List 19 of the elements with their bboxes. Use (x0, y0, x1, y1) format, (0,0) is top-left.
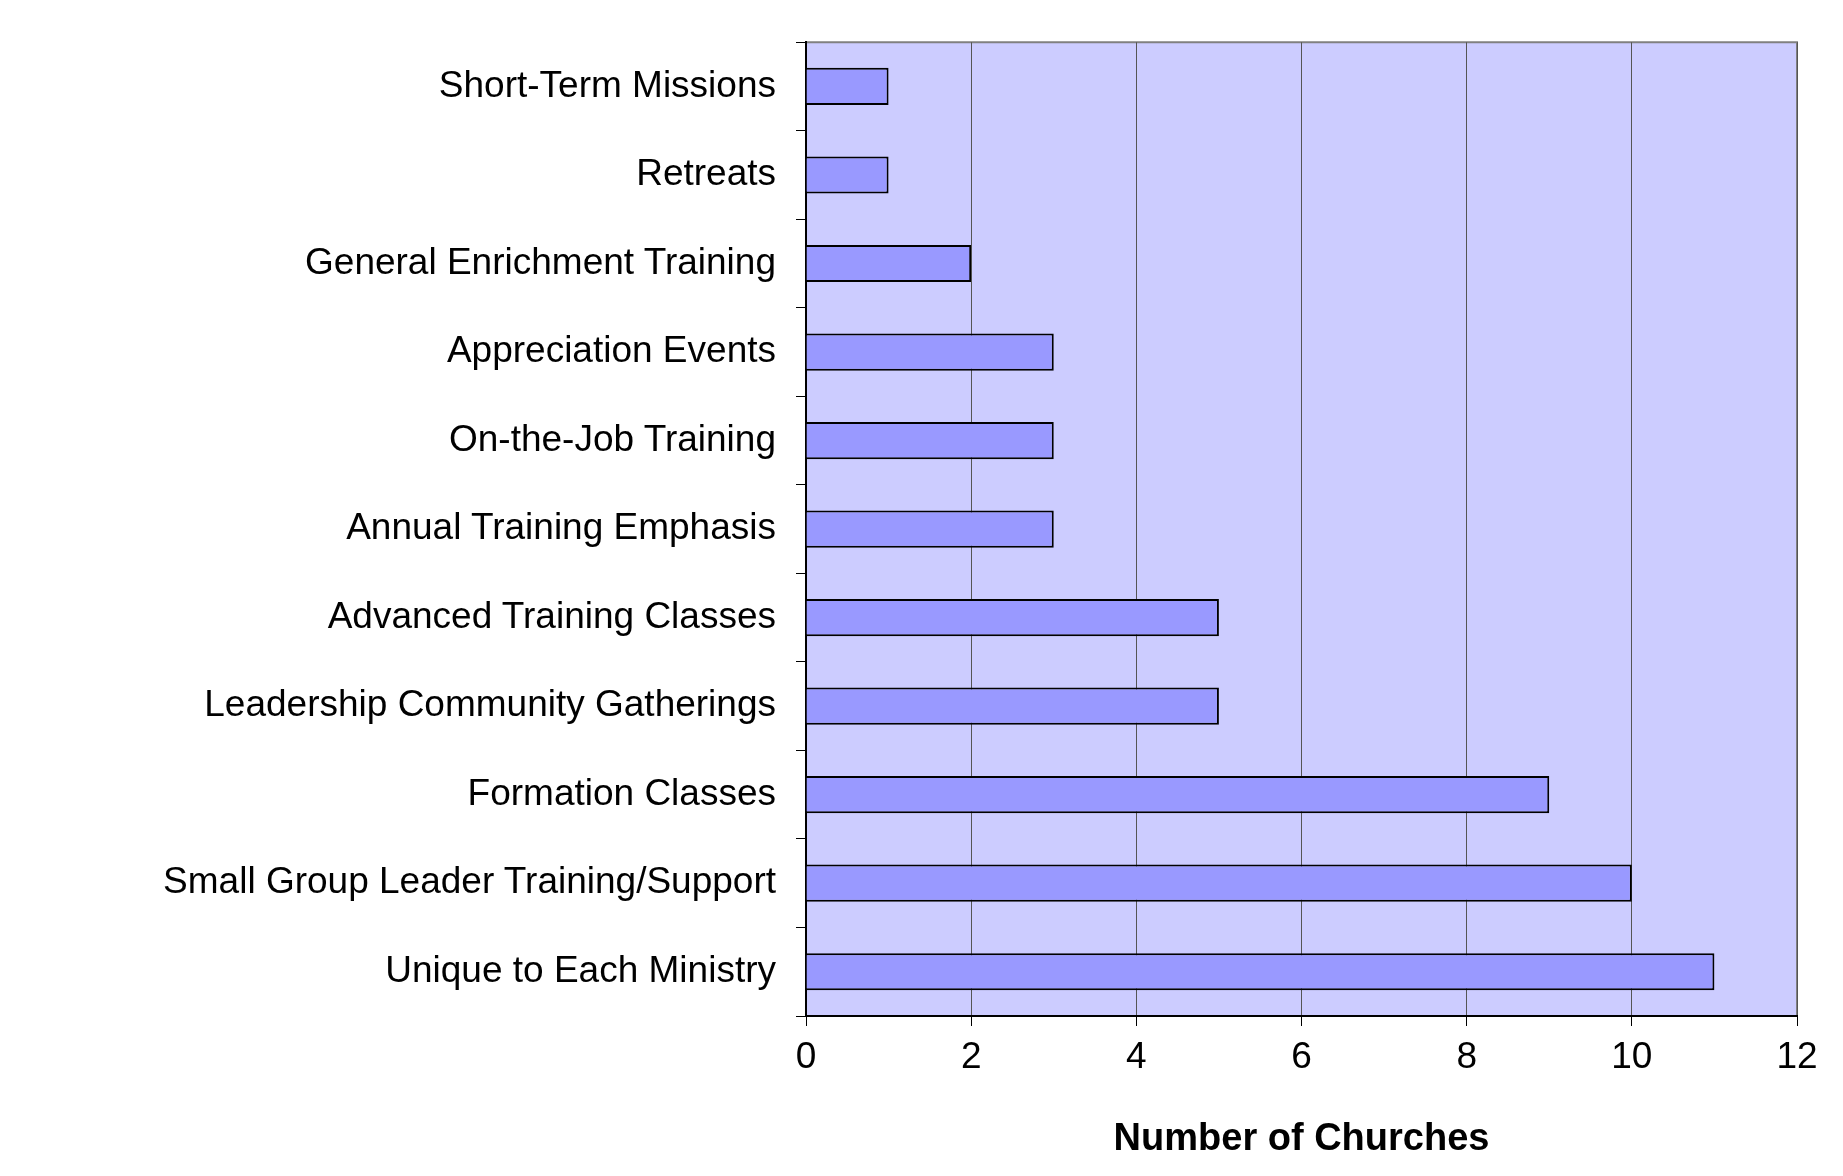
y-tick-label: On-the-Job Training (448, 417, 776, 459)
y-tick-label: Retreats (636, 152, 776, 194)
x-tick-label: 12 (1776, 1035, 1818, 1077)
x-axis-title: Number of Churches (1113, 1115, 1490, 1158)
x-tick-label: 2 (960, 1035, 982, 1077)
y-tick-label: General Enrichment Training (305, 240, 776, 282)
x-tick-label: 10 (1611, 1035, 1653, 1077)
x-tick-label: 6 (1291, 1035, 1312, 1077)
x-tick-label: 8 (1456, 1035, 1477, 1077)
y-tick-label: Short-Term Missions (438, 63, 776, 105)
y-tick-label: Formation Classes (467, 771, 776, 813)
x-tick-label: 4 (1126, 1035, 1147, 1077)
y-tick-label: Unique to Each Ministry (385, 948, 777, 990)
y-tick-label: Annual Training Emphasis (346, 506, 776, 548)
y-tick-label: Appreciation Events (446, 329, 776, 371)
y-tick-label: Small Group Leader Training/Support (163, 860, 777, 902)
y-tick-label: Leadership Community Gatherings (204, 683, 776, 725)
x-tick-label: 0 (795, 1035, 817, 1077)
y-tick-label: Advanced Training Classes (327, 594, 776, 636)
